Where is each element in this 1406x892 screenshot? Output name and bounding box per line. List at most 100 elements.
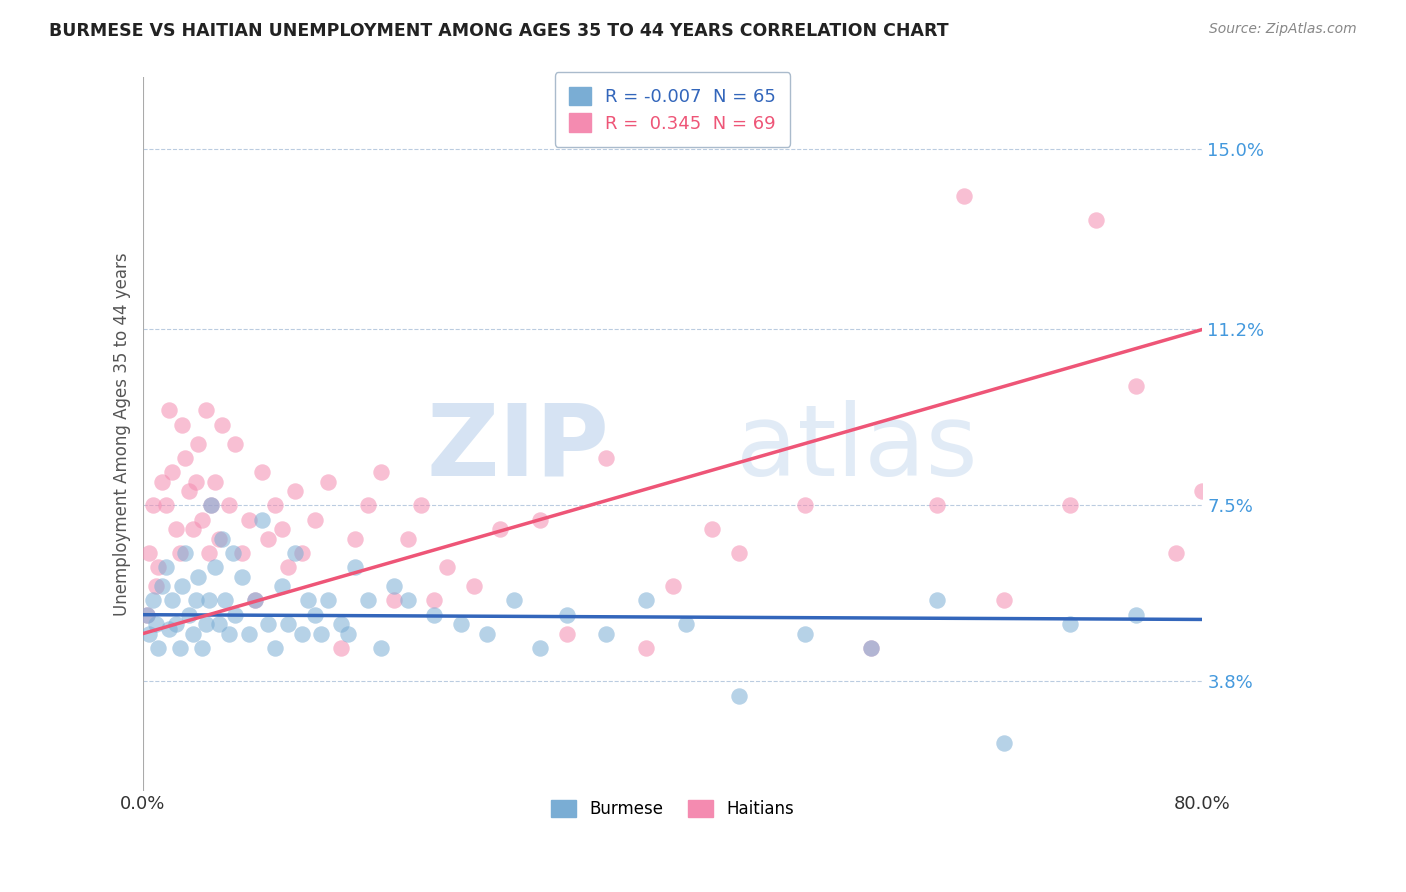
- Point: [200, 499, 222, 513]
- Point: [231, 546, 253, 560]
- Point: [993, 593, 1015, 607]
- Point: [243, 593, 266, 607]
- Point: [145, 617, 167, 632]
- Point: [661, 579, 683, 593]
- Text: BURMESE VS HAITIAN UNEMPLOYMENT AMONG AGES 35 TO 44 YEARS CORRELATION CHART: BURMESE VS HAITIAN UNEMPLOYMENT AMONG AG…: [49, 22, 949, 40]
- Point: [238, 513, 260, 527]
- Point: [675, 617, 697, 632]
- Point: [221, 546, 243, 560]
- Point: [343, 560, 366, 574]
- Point: [187, 569, 209, 583]
- Point: [284, 546, 307, 560]
- Point: [316, 475, 339, 489]
- Point: [860, 640, 883, 655]
- Point: [187, 436, 209, 450]
- Point: [155, 499, 177, 513]
- Point: [204, 560, 226, 574]
- Point: [148, 560, 170, 574]
- Point: [172, 417, 194, 432]
- Point: [270, 522, 292, 536]
- Point: [204, 475, 226, 489]
- Point: [218, 626, 240, 640]
- Text: Source: ZipAtlas.com: Source: ZipAtlas.com: [1209, 22, 1357, 37]
- Point: [257, 532, 280, 546]
- Point: [727, 546, 749, 560]
- Point: [191, 513, 214, 527]
- Point: [181, 626, 204, 640]
- Point: [953, 189, 976, 203]
- Point: [1125, 379, 1147, 393]
- Point: [1164, 546, 1187, 560]
- Point: [148, 640, 170, 655]
- Point: [243, 593, 266, 607]
- Point: [382, 579, 405, 593]
- Point: [142, 499, 165, 513]
- Point: [160, 593, 183, 607]
- Point: [250, 465, 273, 479]
- Point: [184, 475, 207, 489]
- Point: [436, 560, 458, 574]
- Point: [138, 546, 160, 560]
- Point: [1191, 484, 1213, 499]
- Point: [257, 617, 280, 632]
- Point: [165, 617, 187, 632]
- Point: [135, 607, 157, 622]
- Point: [1218, 593, 1240, 607]
- Point: [502, 593, 524, 607]
- Point: [1125, 607, 1147, 622]
- Point: [277, 560, 299, 574]
- Point: [382, 593, 405, 607]
- Point: [157, 622, 180, 636]
- Point: [529, 513, 551, 527]
- Point: [169, 640, 191, 655]
- Point: [634, 593, 657, 607]
- Point: [160, 465, 183, 479]
- Text: atlas: atlas: [737, 400, 977, 497]
- Point: [634, 640, 657, 655]
- Point: [993, 736, 1015, 750]
- Point: [304, 607, 326, 622]
- Point: [169, 546, 191, 560]
- Point: [330, 640, 353, 655]
- Point: [174, 450, 197, 465]
- Point: [396, 532, 419, 546]
- Point: [157, 403, 180, 417]
- Point: [702, 522, 724, 536]
- Point: [304, 513, 326, 527]
- Point: [297, 593, 319, 607]
- Point: [135, 607, 157, 622]
- Point: [555, 607, 578, 622]
- Point: [1059, 617, 1081, 632]
- Point: [370, 465, 392, 479]
- Point: [330, 617, 353, 632]
- Point: [155, 560, 177, 574]
- Point: [264, 499, 287, 513]
- Point: [1298, 640, 1320, 655]
- Point: [195, 617, 218, 632]
- Point: [316, 593, 339, 607]
- Point: [727, 689, 749, 703]
- Legend: Burmese, Haitians: Burmese, Haitians: [544, 794, 801, 825]
- Point: [174, 546, 197, 560]
- Point: [224, 436, 246, 450]
- Point: [311, 626, 333, 640]
- Point: [794, 626, 817, 640]
- Point: [197, 546, 219, 560]
- Point: [423, 593, 446, 607]
- Point: [336, 626, 359, 640]
- Point: [208, 532, 231, 546]
- Point: [195, 403, 218, 417]
- Point: [142, 593, 165, 607]
- Y-axis label: Unemployment Among Ages 35 to 44 years: Unemployment Among Ages 35 to 44 years: [114, 252, 131, 615]
- Point: [489, 522, 512, 536]
- Point: [218, 499, 240, 513]
- Point: [224, 607, 246, 622]
- Point: [250, 513, 273, 527]
- Text: ZIP: ZIP: [426, 400, 609, 497]
- Point: [231, 569, 253, 583]
- Point: [423, 607, 446, 622]
- Point: [270, 579, 292, 593]
- Point: [214, 593, 236, 607]
- Point: [152, 579, 174, 593]
- Point: [595, 626, 617, 640]
